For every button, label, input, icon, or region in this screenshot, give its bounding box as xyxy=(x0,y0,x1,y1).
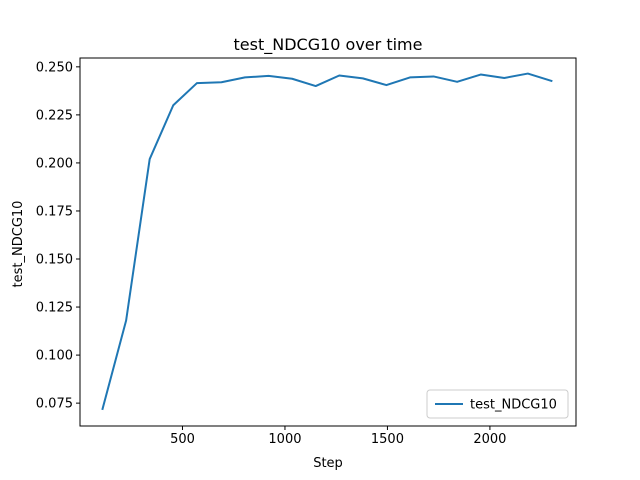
axes-frame xyxy=(79,57,577,427)
x-tick-label: 1000 xyxy=(268,432,301,447)
legend-label: test_NDCG10 xyxy=(470,398,557,413)
x-tick-label: 1500 xyxy=(371,432,404,447)
x-tick-label: 2000 xyxy=(473,432,506,447)
y-tick-label: 0.250 xyxy=(36,60,73,75)
legend-box xyxy=(426,389,569,419)
y-axis-label: test_NDCG10 xyxy=(11,201,26,288)
y-tick-label: 0.200 xyxy=(36,156,73,171)
chart-title: test_NDCG10 over time xyxy=(234,35,423,55)
x-tick-label: 500 xyxy=(170,432,195,447)
legend: test_NDCG10 xyxy=(426,389,569,419)
y-tick-label: 0.075 xyxy=(36,397,73,412)
y-tick-label: 0.225 xyxy=(36,108,73,123)
y-tick-label: 0.125 xyxy=(36,301,73,316)
y-tick-label: 0.175 xyxy=(36,204,73,219)
plot-area: 500 1000 1500 2000 0.075 0.100 0.125 0.150 0.175… xyxy=(36,57,577,447)
y-tick-label: 0.100 xyxy=(36,349,73,364)
axes-background xyxy=(80,58,576,426)
series-line-test_NDCG10 xyxy=(101,72,553,411)
x-axis-label: Step xyxy=(313,456,343,471)
y-tick-label: 0.150 xyxy=(36,253,73,268)
